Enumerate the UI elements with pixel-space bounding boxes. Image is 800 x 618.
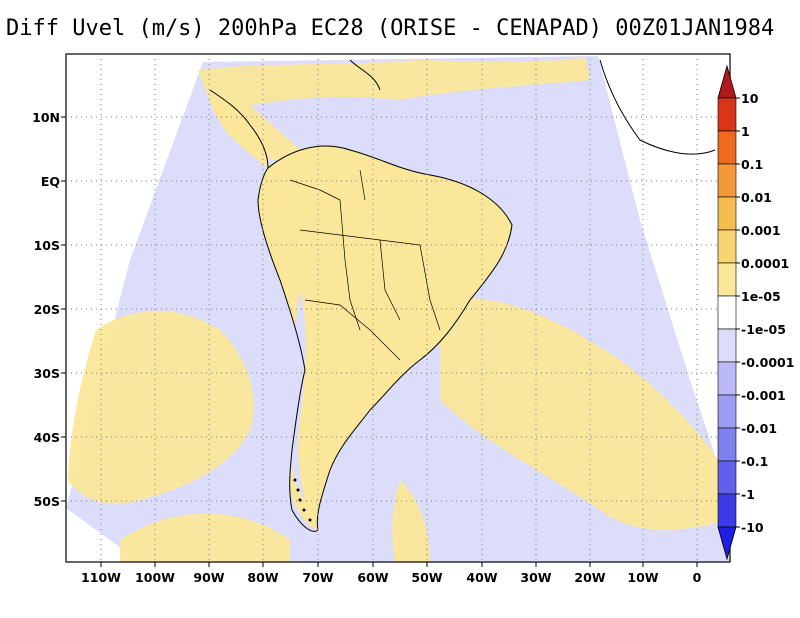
lon-label: 50W	[411, 570, 442, 585]
colorbar-label: -0.01	[741, 421, 777, 436]
colorbar: 10 1 0.1 0.01 0.001 0.0001 1e-05 -1e-05 -0.0001 -…	[717, 64, 794, 561]
colorbar-swatch	[717, 427, 737, 462]
lon-label: 70W	[302, 570, 333, 585]
lat-label: 50S	[34, 494, 60, 509]
colorbar-swatch	[717, 130, 737, 165]
colorbar-swatch	[717, 394, 737, 429]
longitude-labels: 110W 100W 90W 80W 70W 60W 50W 40W 30W 20W 10W 0	[81, 570, 702, 585]
lon-label: 30W	[520, 570, 551, 585]
colorbar-label: -1	[741, 487, 755, 502]
colorbar-label: 1	[741, 124, 750, 139]
colorbar-top-arrow	[717, 64, 737, 99]
lon-label: 100W	[135, 570, 175, 585]
colorbar-label: -10	[741, 520, 764, 535]
lon-label: 0	[693, 570, 702, 585]
colorbar-swatch	[717, 97, 737, 132]
lat-label: 10N	[32, 110, 60, 125]
colorbar-label: 0.1	[741, 157, 763, 172]
latitude-labels: 10N EQ 10S 20S 30S 40S 50S	[32, 110, 60, 509]
lon-label: 80W	[247, 570, 278, 585]
colorbar-label: 0.001	[741, 223, 781, 238]
colorbar-label: -0.1	[741, 454, 768, 469]
lon-label: 110W	[81, 570, 121, 585]
colorbar-swatch	[717, 262, 737, 297]
lon-label: 10W	[627, 570, 658, 585]
colorbar-label: 10	[741, 91, 759, 106]
continent-fill	[210, 60, 720, 531]
colorbar-label: -1e-05	[741, 322, 786, 337]
lat-label: 20S	[34, 302, 60, 317]
colorbar-label: 0.01	[741, 190, 772, 205]
colorbar-swatch	[717, 229, 737, 264]
lon-label: 60W	[357, 570, 388, 585]
colorbar-bottom-arrow	[717, 526, 737, 561]
colorbar-swatch	[717, 460, 737, 495]
colorbar-label: -0.0001	[741, 355, 794, 370]
graticule	[61, 54, 730, 567]
positive-anomaly-field	[68, 58, 730, 562]
colorbar-swatch	[717, 328, 737, 363]
country-borders	[289, 169, 441, 361]
colorbar-label: -0.001	[741, 388, 786, 403]
colorbar-label: 0.0001	[741, 256, 789, 271]
lon-label: 40W	[466, 570, 497, 585]
patagonia-fjords	[293, 478, 312, 522]
lat-label: 10S	[34, 238, 60, 253]
map-plot-area	[66, 56, 730, 562]
colorbar-swatch	[717, 295, 737, 330]
colorbar-label: 1e-05	[741, 289, 781, 304]
coastlines	[209, 59, 716, 532]
lon-label: 20W	[574, 570, 605, 585]
colorbar-swatch	[717, 361, 737, 396]
lat-label: 30S	[34, 366, 60, 381]
colorbar-swatch	[717, 493, 737, 528]
lon-label: 90W	[193, 570, 224, 585]
lat-label: 40S	[34, 430, 60, 445]
colorbar-swatch	[717, 196, 737, 231]
lat-label: EQ	[41, 174, 60, 189]
map-title: Diff Uvel (m/s) 200hPa EC28 (ORISE - CEN…	[6, 16, 775, 41]
colorbar-swatch	[717, 163, 737, 198]
